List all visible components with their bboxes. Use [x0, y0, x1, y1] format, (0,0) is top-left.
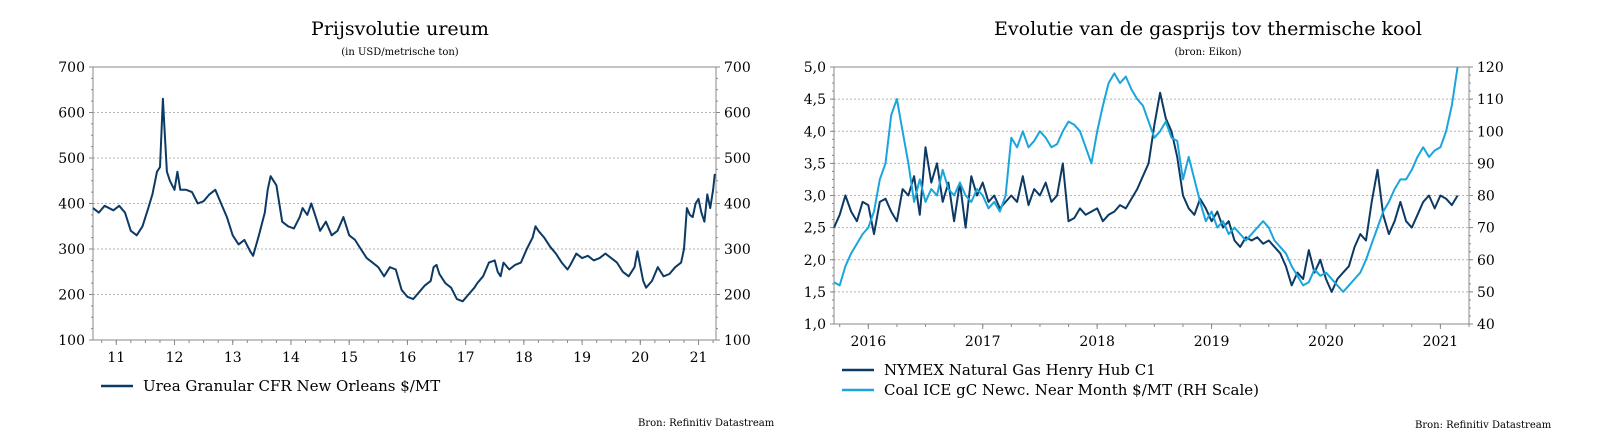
y2-tick-label: 700 [724, 60, 751, 76]
legend-label: Coal ICE gC Newc. Near Month $/MT (RH Sc… [884, 381, 1259, 399]
legend-label: NYMEX Natural Gas Henry Hub C1 [884, 361, 1156, 379]
x-tick-label: 18 [515, 350, 533, 366]
y2-tick-label: 50 [1477, 285, 1495, 301]
y2-tick-label: 400 [724, 197, 751, 213]
x-tick-label: 2017 [965, 334, 1001, 350]
y-tick-label: 400 [58, 197, 85, 213]
x-tick-label: 2016 [851, 334, 887, 350]
series-line [833, 66, 1459, 293]
x-tick-label: 2019 [1194, 334, 1230, 350]
x-tick-label: 2020 [1308, 334, 1344, 350]
y2-tick-label: 110 [1477, 92, 1504, 108]
y2-tick-label: 40 [1477, 317, 1495, 333]
chart-subtitle: (in USD/metrische ton) [341, 47, 459, 58]
urea-price-chart: Prijsvolutie ureum (in USD/metrische ton… [0, 0, 800, 445]
y-tick-label: 5,0 [804, 60, 826, 76]
x-tick-label: 21 [690, 350, 708, 366]
y-tick-label: 200 [58, 288, 85, 304]
x-tick-label: 13 [224, 350, 242, 366]
x-tick-label: 17 [457, 350, 475, 366]
y-tick-label: 100 [58, 333, 85, 349]
y-tick-label: 2,0 [804, 253, 826, 269]
chart-title: Prijsvolutie ureum [311, 18, 489, 40]
y2-tick-label: 60 [1477, 253, 1495, 269]
gas-coal-plot-area: 1,0 1,5 2,0 2,5 3,0 3,5 4,0 4,5 5,0 40 50 60 70 80 90 1… [804, 60, 1504, 399]
x-tick-label: 16 [398, 350, 416, 366]
y-tick-label: 3,0 [804, 189, 826, 205]
x-tick-label: 2021 [1423, 334, 1459, 350]
source-note: Bron: Refinitiv Datastream [638, 418, 775, 429]
series-line [92, 97, 716, 303]
y-tick-label: 600 [58, 106, 85, 122]
y-tick-label: 300 [58, 242, 85, 258]
y2-tick-label: 70 [1477, 221, 1495, 237]
urea-plot-area: 100 200 300 400 500 600 700 100 200 300 400 500 600 7… [58, 60, 751, 395]
y2-tick-label: 100 [1477, 124, 1504, 140]
chart-subtitle: (bron: Eikon) [1174, 47, 1242, 58]
y-tick-label: 1,5 [804, 285, 826, 301]
y2-tick-label: 100 [724, 333, 751, 349]
y2-tick-label: 90 [1477, 156, 1495, 172]
x-tick-label: 20 [631, 350, 649, 366]
x-tick-label: 14 [282, 350, 300, 366]
y-tick-label: 2,5 [804, 221, 826, 237]
y-tick-label: 4,0 [804, 124, 826, 140]
y-tick-label: 700 [58, 60, 85, 76]
source-note: Bron: Refinitiv Datastream [1415, 420, 1552, 431]
y-tick-label: 3,5 [804, 156, 826, 172]
legend-label: Urea Granular CFR New Orleans $/MT [143, 377, 440, 395]
y2-tick-label: 80 [1477, 189, 1495, 205]
chart-title: Evolutie van de gasprijs tov thermische … [994, 18, 1422, 40]
gas-vs-coal-chart: Evolutie van de gasprijs tov thermische … [800, 0, 1616, 445]
x-tick-label: 15 [340, 350, 358, 366]
y-tick-label: 4,5 [804, 92, 826, 108]
x-tick-label: 11 [107, 350, 125, 366]
x-tick-label: 2018 [1079, 334, 1115, 350]
series-line [833, 91, 1459, 293]
y2-tick-label: 300 [724, 242, 751, 258]
y-tick-label: 500 [58, 151, 85, 167]
y-tick-label: 1,0 [804, 317, 826, 333]
x-tick-label: 12 [166, 350, 184, 366]
x-tick-label: 19 [573, 350, 591, 366]
y2-tick-label: 120 [1477, 60, 1504, 76]
y2-tick-label: 600 [724, 106, 751, 122]
y2-tick-label: 200 [724, 288, 751, 304]
y2-tick-label: 500 [724, 151, 751, 167]
